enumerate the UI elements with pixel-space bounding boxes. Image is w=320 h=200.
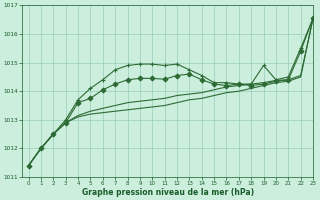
X-axis label: Graphe pression niveau de la mer (hPa): Graphe pression niveau de la mer (hPa): [82, 188, 254, 197]
